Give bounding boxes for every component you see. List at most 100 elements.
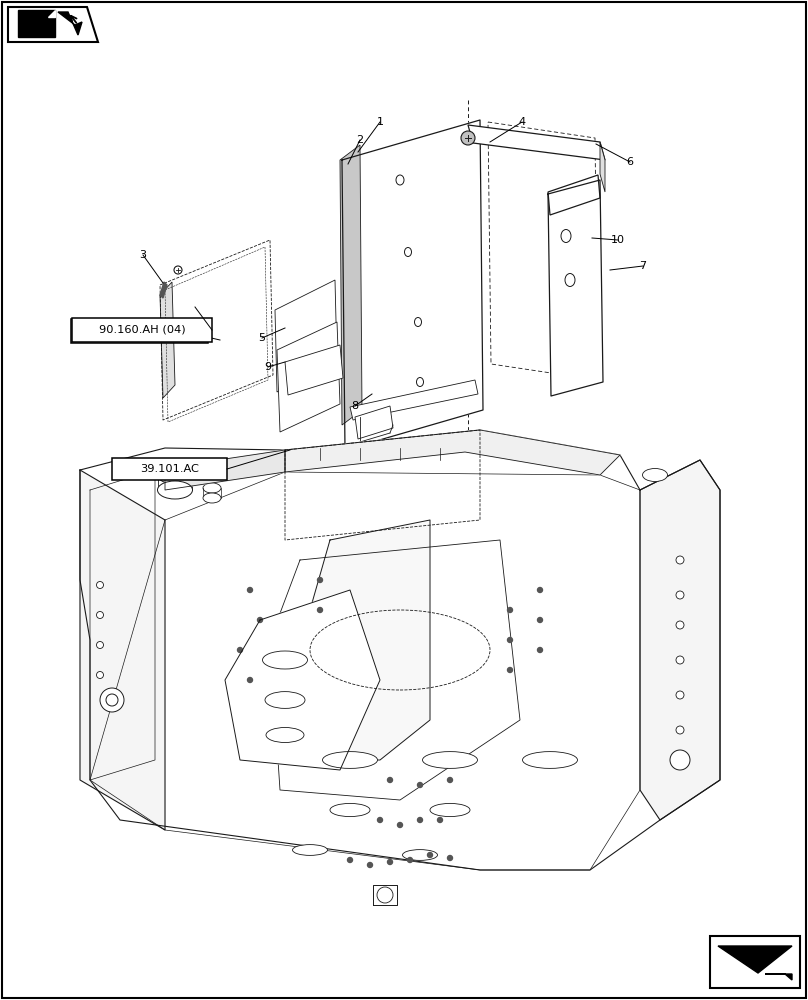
Text: 5: 5 xyxy=(259,333,266,343)
Polygon shape xyxy=(8,7,98,42)
Circle shape xyxy=(388,859,393,864)
Polygon shape xyxy=(765,974,792,980)
Circle shape xyxy=(507,607,512,612)
Circle shape xyxy=(96,672,103,678)
Polygon shape xyxy=(373,885,397,905)
Polygon shape xyxy=(355,406,393,439)
Circle shape xyxy=(676,556,684,564)
Circle shape xyxy=(537,617,542,622)
Text: 9: 9 xyxy=(264,362,271,372)
Ellipse shape xyxy=(330,803,370,817)
Ellipse shape xyxy=(263,651,308,669)
Text: 39.101.AC: 39.101.AC xyxy=(140,464,199,474)
Bar xyxy=(112,458,227,480)
Circle shape xyxy=(407,857,413,862)
Circle shape xyxy=(448,778,452,782)
Ellipse shape xyxy=(203,493,221,503)
Circle shape xyxy=(318,578,322,582)
Polygon shape xyxy=(48,10,55,17)
Polygon shape xyxy=(80,430,720,870)
Polygon shape xyxy=(710,936,800,988)
Ellipse shape xyxy=(158,466,192,484)
Polygon shape xyxy=(600,142,605,192)
Polygon shape xyxy=(275,280,337,392)
Circle shape xyxy=(247,587,252,592)
Circle shape xyxy=(247,678,252,682)
Bar xyxy=(72,318,212,342)
FancyBboxPatch shape xyxy=(71,319,208,343)
Circle shape xyxy=(96,642,103,648)
Text: 1: 1 xyxy=(377,117,384,127)
Polygon shape xyxy=(225,590,380,770)
Circle shape xyxy=(106,694,118,706)
Polygon shape xyxy=(548,180,603,396)
Circle shape xyxy=(676,656,684,664)
Circle shape xyxy=(318,607,322,612)
Circle shape xyxy=(100,688,124,712)
Circle shape xyxy=(676,591,684,599)
Circle shape xyxy=(238,648,242,652)
Text: 90.160.AH (04): 90.160.AH (04) xyxy=(99,325,185,335)
Polygon shape xyxy=(468,125,605,160)
Ellipse shape xyxy=(642,468,667,482)
Circle shape xyxy=(96,582,103,588)
Circle shape xyxy=(461,131,475,145)
Text: 4: 4 xyxy=(519,117,525,127)
Circle shape xyxy=(427,852,432,857)
Circle shape xyxy=(347,857,352,862)
Circle shape xyxy=(418,818,423,822)
Polygon shape xyxy=(340,145,362,425)
Ellipse shape xyxy=(266,728,304,742)
Circle shape xyxy=(507,668,512,672)
Ellipse shape xyxy=(523,752,578,768)
Ellipse shape xyxy=(402,850,437,860)
Polygon shape xyxy=(160,282,175,398)
Polygon shape xyxy=(277,322,340,432)
Polygon shape xyxy=(285,430,620,475)
Circle shape xyxy=(398,822,402,828)
Polygon shape xyxy=(18,10,55,37)
Ellipse shape xyxy=(265,692,305,708)
Polygon shape xyxy=(80,470,165,830)
Polygon shape xyxy=(640,460,720,820)
Text: 8: 8 xyxy=(351,401,359,411)
Ellipse shape xyxy=(292,845,327,855)
Polygon shape xyxy=(342,120,483,450)
Circle shape xyxy=(676,726,684,734)
Polygon shape xyxy=(160,282,167,298)
Circle shape xyxy=(448,856,452,860)
Polygon shape xyxy=(90,472,640,870)
Circle shape xyxy=(388,778,393,782)
Ellipse shape xyxy=(322,752,377,768)
Polygon shape xyxy=(58,12,82,35)
Text: 6: 6 xyxy=(626,157,633,167)
Circle shape xyxy=(537,587,542,592)
Ellipse shape xyxy=(423,752,478,768)
Polygon shape xyxy=(165,450,285,490)
Circle shape xyxy=(676,691,684,699)
Circle shape xyxy=(537,648,542,652)
Circle shape xyxy=(670,750,690,770)
Text: 10: 10 xyxy=(611,235,625,245)
Text: 2: 2 xyxy=(356,135,364,145)
Ellipse shape xyxy=(158,481,192,499)
Circle shape xyxy=(96,611,103,618)
Circle shape xyxy=(368,862,372,867)
Circle shape xyxy=(507,638,512,643)
Polygon shape xyxy=(548,175,600,215)
Circle shape xyxy=(437,818,443,822)
Circle shape xyxy=(377,887,393,903)
Text: 7: 7 xyxy=(639,261,646,271)
Ellipse shape xyxy=(203,483,221,493)
Polygon shape xyxy=(718,946,792,973)
Circle shape xyxy=(377,818,382,822)
Polygon shape xyxy=(290,520,430,760)
Ellipse shape xyxy=(430,803,470,817)
Circle shape xyxy=(676,621,684,629)
Polygon shape xyxy=(285,345,343,395)
Circle shape xyxy=(258,617,263,622)
Text: 90.160.AH (04): 90.160.AH (04) xyxy=(97,326,182,336)
Circle shape xyxy=(418,782,423,788)
Polygon shape xyxy=(350,380,478,420)
Text: 3: 3 xyxy=(140,250,146,260)
